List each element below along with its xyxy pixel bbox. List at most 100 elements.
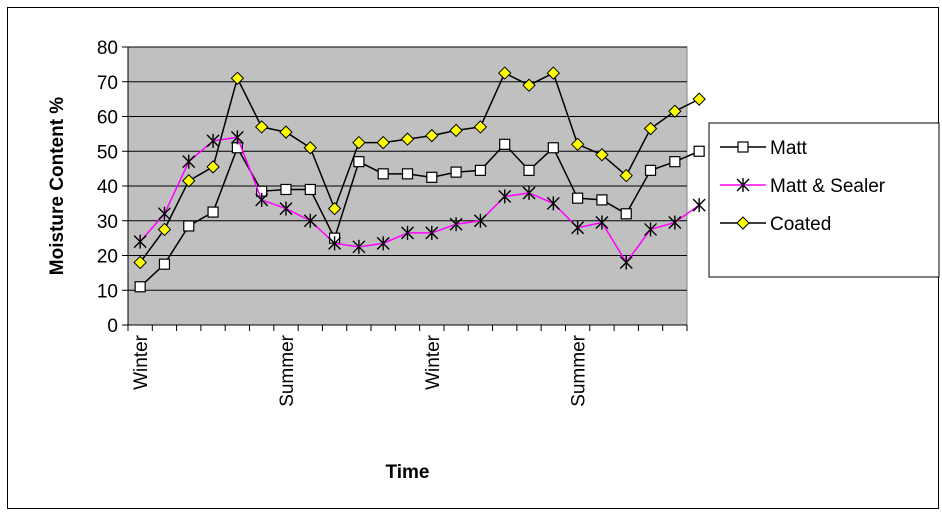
data-point bbox=[254, 120, 269, 134]
data-point bbox=[182, 154, 196, 169]
data-point bbox=[280, 183, 292, 196]
data-point bbox=[425, 225, 439, 240]
data-point bbox=[376, 135, 390, 150]
series-matt-sealer bbox=[133, 130, 706, 270]
y-tick-label: 60 bbox=[97, 108, 118, 129]
data-point bbox=[737, 141, 749, 153]
data-point bbox=[450, 166, 462, 178]
x-tick-label: Winter bbox=[423, 334, 444, 390]
data-point bbox=[255, 192, 269, 207]
data-point bbox=[692, 92, 706, 106]
data-point bbox=[644, 222, 658, 237]
data-point bbox=[157, 206, 171, 221]
data-point bbox=[279, 125, 293, 139]
data-point bbox=[328, 236, 342, 251]
data-point bbox=[473, 213, 487, 228]
data-point bbox=[619, 255, 633, 270]
data-point bbox=[304, 183, 316, 196]
data-point bbox=[668, 215, 682, 230]
data-point bbox=[669, 156, 681, 168]
data-point bbox=[473, 120, 488, 134]
data-point bbox=[498, 189, 512, 204]
y-tick-label: 30 bbox=[97, 212, 118, 233]
data-point bbox=[230, 130, 244, 145]
legend: Matt Matt & Sealer Coated bbox=[708, 122, 940, 278]
data-point bbox=[596, 194, 608, 206]
data-point bbox=[133, 234, 147, 249]
legend-item: Coated bbox=[720, 214, 831, 235]
data-point bbox=[449, 123, 463, 138]
data-point bbox=[449, 217, 463, 232]
data-point bbox=[207, 206, 219, 218]
data-point bbox=[499, 138, 511, 150]
x-tick-label: Summer bbox=[277, 334, 298, 406]
data-point bbox=[668, 104, 682, 118]
series-line bbox=[139, 72, 700, 263]
y-tick-label: 0 bbox=[107, 316, 118, 337]
data-point bbox=[474, 164, 487, 176]
x-tick-label: Winter bbox=[131, 334, 152, 390]
data-point bbox=[134, 281, 146, 293]
x-axis-title: Time bbox=[385, 462, 429, 483]
data-point bbox=[401, 225, 414, 240]
data-point bbox=[522, 78, 536, 92]
data-point bbox=[303, 213, 317, 228]
data-point bbox=[570, 137, 585, 152]
data-point bbox=[523, 164, 535, 176]
data-point bbox=[158, 258, 171, 270]
data-point bbox=[736, 216, 750, 230]
data-point bbox=[546, 196, 560, 211]
data-point bbox=[693, 145, 705, 157]
legend-item: Matt bbox=[720, 138, 808, 159]
data-point bbox=[352, 135, 366, 150]
data-point bbox=[279, 201, 293, 216]
data-point bbox=[522, 185, 536, 200]
y-tick-label: 80 bbox=[97, 38, 118, 59]
series-layer bbox=[133, 66, 706, 293]
legend-item: Matt & Sealer bbox=[720, 176, 886, 197]
data-point bbox=[352, 239, 366, 254]
data-point bbox=[401, 168, 414, 180]
legend-label: Coated bbox=[770, 214, 831, 235]
data-point bbox=[692, 198, 706, 213]
data-point bbox=[353, 156, 365, 168]
data-point bbox=[377, 168, 389, 180]
data-point bbox=[546, 66, 561, 80]
y-tick-label: 10 bbox=[97, 281, 118, 302]
y-tick-label: 40 bbox=[97, 177, 118, 198]
series-line bbox=[139, 136, 700, 264]
series-coated bbox=[133, 66, 706, 270]
x-tick-label: Summer bbox=[569, 334, 590, 406]
legend-label: Matt bbox=[770, 138, 808, 159]
data-point bbox=[182, 174, 196, 188]
y-tick-label: 50 bbox=[97, 142, 118, 163]
data-point bbox=[736, 178, 750, 192]
y-tick-label: 20 bbox=[97, 247, 118, 268]
data-point bbox=[376, 236, 390, 251]
data-point bbox=[230, 71, 245, 85]
data-point bbox=[643, 121, 658, 136]
data-point bbox=[133, 255, 147, 270]
data-point bbox=[595, 148, 609, 162]
data-point bbox=[571, 220, 585, 235]
data-point bbox=[547, 142, 559, 154]
data-point bbox=[620, 208, 632, 220]
data-point bbox=[206, 160, 220, 174]
data-point bbox=[157, 222, 172, 237]
data-point bbox=[400, 132, 415, 146]
y-axis-title: Moisture Content % bbox=[47, 97, 68, 275]
data-point bbox=[619, 168, 633, 183]
data-point bbox=[644, 164, 657, 176]
axes: 0 10 20 30 40 50 60 70 80 Winter Summer Winter Summe… bbox=[97, 38, 688, 407]
data-point bbox=[426, 171, 438, 183]
data-point bbox=[303, 141, 317, 155]
data-point bbox=[183, 220, 195, 232]
data-point bbox=[572, 192, 584, 204]
legend-label: Matt & Sealer bbox=[770, 176, 886, 197]
data-point bbox=[206, 133, 220, 148]
data-point bbox=[327, 201, 342, 216]
data-point bbox=[595, 215, 609, 230]
y-tick-label: 70 bbox=[97, 73, 118, 94]
series-matt bbox=[134, 138, 705, 293]
